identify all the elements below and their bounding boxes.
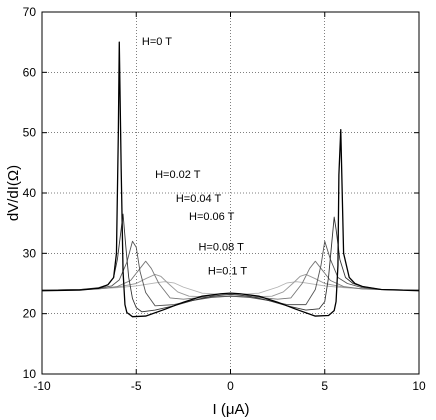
y-tick-label: 50 — [23, 126, 37, 140]
ticks: -10 -5 0 5 10 10 20 30 40 50 60 70 — [23, 5, 426, 393]
series-label: H=0.1 T — [208, 265, 248, 277]
y-tick-label: 60 — [23, 65, 37, 79]
x-tick-label: -5 — [131, 379, 142, 393]
x-tick-label: 10 — [412, 379, 426, 393]
annotations: H=0 T H=0.02 T H=0.04 T H=0.06 T H=0.08 T H=0… — [142, 36, 247, 277]
y-tick-label: 10 — [23, 367, 37, 381]
y-axis-title: dV/dI(Ω) — [5, 165, 22, 221]
x-tick-label: 5 — [321, 379, 328, 393]
series-label: H=0 T — [142, 36, 172, 48]
series-line-5 — [41, 281, 420, 296]
y-tick-label: 30 — [23, 246, 37, 260]
x-axis-title: I (μA) — [213, 401, 250, 418]
grid — [42, 12, 419, 374]
series-label: H=0.08 T — [198, 241, 244, 253]
series-layer — [41, 41, 420, 318]
y-tick-label: 40 — [23, 186, 37, 200]
y-tick-label: 20 — [23, 307, 37, 321]
series-label: H=0.06 T — [189, 211, 235, 223]
series-label: H=0.04 T — [176, 193, 222, 205]
series-line-0 — [41, 41, 420, 318]
y-tick-label: 70 — [23, 5, 37, 19]
series-label: H=0.02 T — [155, 169, 201, 181]
x-tick-label: -10 — [33, 379, 51, 393]
x-tick-label: 0 — [227, 379, 234, 393]
